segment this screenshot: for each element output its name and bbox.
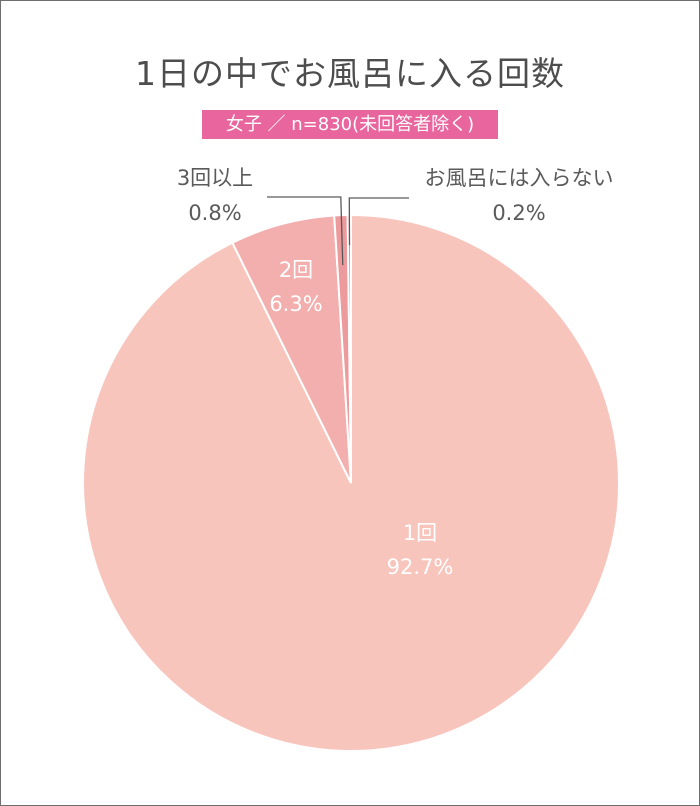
slice-value-3: 0.8% [188, 201, 241, 225]
slice-value-4: 0.2% [492, 201, 545, 225]
slice-label-2: 2回 [279, 258, 313, 282]
slice-label-1: 1回 [403, 521, 437, 545]
slice-label-4: お風呂には入らない [425, 166, 614, 190]
slice-value-2: 6.3% [269, 292, 322, 316]
subtitle-badge: 女子 ／ n=830(未回答者除く) [202, 110, 498, 139]
slice-value-1: 92.7% [387, 555, 454, 579]
chart-title: 1日の中でお風呂に入る回数 [135, 54, 565, 93]
leader-line-4 [348, 197, 409, 246]
leader-line-3 [267, 196, 344, 266]
slice-label-3: 3回以上 [177, 166, 253, 190]
